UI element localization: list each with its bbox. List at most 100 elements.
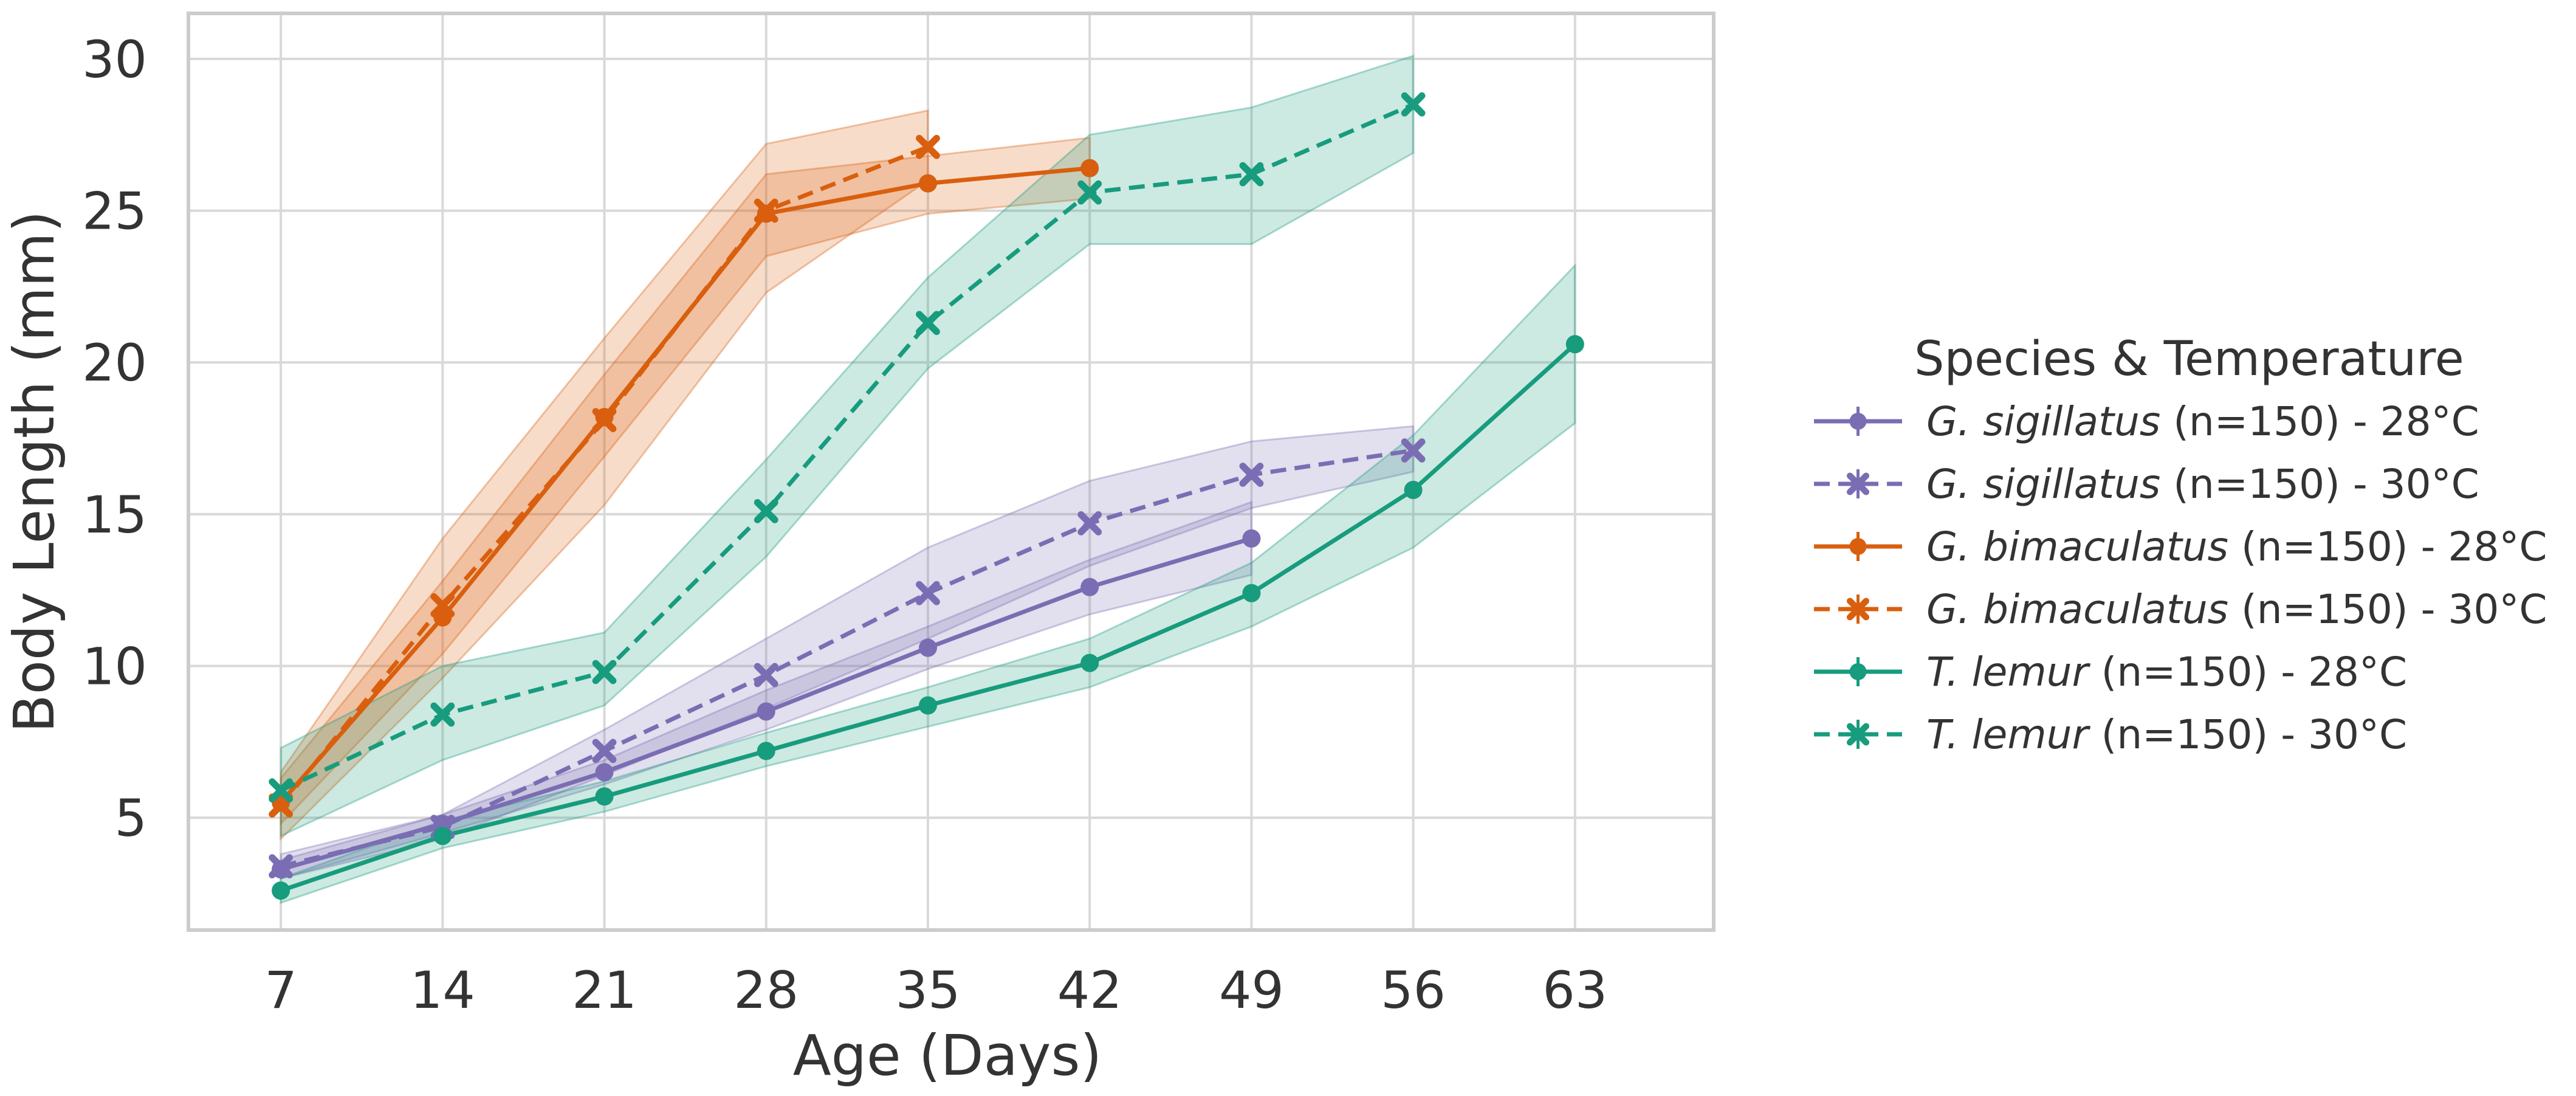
point-t-lemur-30c [592,660,617,684]
legend-marker-t-lemur-30c [1846,723,1870,746]
point-g-sigillatus-30c [592,739,617,763]
band-t-lemur-30c [280,54,1415,838]
point-t-lemur-28c [918,696,937,715]
legend-suffix: (n=150) - 28°C [2228,523,2547,570]
point-g-sigillatus-30c [754,663,778,688]
point-g-sigillatus-28c [757,702,775,721]
x-tick-label: 42 [1057,960,1122,1020]
legend-label-g-sigillatus-28c: G. sigillatus (n=150) - 28°C [1926,398,2479,445]
legend-species: G. sigillatus [1926,461,2160,508]
point-t-lemur-28c [1565,335,1584,354]
point-g-sigillatus-28c [1242,529,1261,548]
legend-marker-g-bimaculatus-28c [1849,538,1867,555]
legend-suffix: (n=150) - 28°C [2089,649,2407,695]
y-tick-label: 10 [82,637,147,697]
legend-suffix: (n=150) - 30°C [2089,711,2407,758]
point-g-bimaculatus-28c [918,174,937,193]
legend-entry-g-sigillatus-30c[interactable]: G. sigillatus (n=150) - 30°C [1814,461,2479,508]
y-tick-label: 25 [82,182,147,241]
band-t-lemur-28c [280,263,1576,905]
point-g-bimaculatus-30c [430,593,455,618]
point-g-sigillatus-30c [916,581,940,605]
legend-species: T. lemur [1926,649,2091,695]
line-g-bimaculatus-30c [279,145,929,807]
legend-species: T. lemur [1926,711,2091,758]
point-g-sigillatus-30c [1077,511,1102,536]
point-g-bimaculatus-30c [592,408,617,432]
point-g-sigillatus-28c [595,763,614,782]
point-t-lemur-28c [272,881,290,900]
point-g-sigillatus-28c [1080,577,1099,596]
legend-label-g-sigillatus-30c: G. sigillatus (n=150) - 30°C [1926,461,2479,508]
point-g-sigillatus-28c [918,638,937,657]
x-tick-label: 56 [1381,960,1446,1020]
legend-entries: G. sigillatus (n=150) - 28°CG. sigillatu… [1814,398,2547,758]
legend-label-t-lemur-30c: T. lemur (n=150) - 30°C [1926,711,2407,758]
legend-suffix: (n=150) - 30°C [2228,586,2547,633]
y-tick-label: 30 [82,30,147,89]
legend-entry-g-bimaculatus-30c[interactable]: G. bimaculatus (n=150) - 30°C [1814,586,2547,633]
point-t-lemur-28c [1242,584,1261,602]
x-axis-label: Age (Days) [793,1023,1102,1088]
x-tick-label: 63 [1542,960,1607,1020]
y-axis-label: Body Length (mm) [2,210,67,732]
line-g-sigillatus-30c [280,448,1414,869]
legend[interactable]: Species & Temperature G. sigillatus (n=1… [1814,332,2547,758]
y-tick-label: 15 [82,485,147,545]
point-g-sigillatus-30c [1239,463,1264,487]
point-t-lemur-30c [1401,92,1426,117]
legend-label-t-lemur-28c: T. lemur (n=150) - 28°C [1926,649,2407,695]
point-g-bimaculatus-30c [916,134,940,159]
legend-entry-g-bimaculatus-28c[interactable]: G. bimaculatus (n=150) - 28°C [1814,523,2547,570]
legend-entry-g-sigillatus-28c[interactable]: G. sigillatus (n=150) - 28°C [1814,398,2479,445]
x-tick-label: 35 [896,960,961,1020]
legend-entry-t-lemur-30c[interactable]: T. lemur (n=150) - 30°C [1814,711,2407,758]
legend-species: G. bimaculatus [1926,586,2228,633]
legend-marker-g-bimaculatus-30c [1846,598,1870,621]
legend-species: G. sigillatus [1926,398,2160,445]
legend-suffix: (n=150) - 30°C [2160,461,2479,508]
point-t-lemur-28c [1404,480,1423,499]
band-g-bimaculatus-28c [280,137,1091,826]
band-g-sigillatus-28c [280,500,1252,880]
x-tick-label: 14 [410,960,475,1020]
point-t-lemur-30c [916,311,940,336]
x-tick-label: 49 [1219,960,1284,1020]
legend-species: G. bimaculatus [1926,523,2228,570]
point-t-lemur-28c [595,787,614,806]
line-t-lemur-30c [280,102,1414,793]
point-t-lemur-30c [1239,162,1264,187]
point-g-sigillatus-30c [269,854,293,879]
point-t-lemur-30c [1077,180,1102,205]
legend-marker-g-sigillatus-30c [1846,472,1870,495]
x-tick-label: 28 [733,960,799,1020]
legend-marker-t-lemur-28c [1849,663,1867,680]
point-g-bimaculatus-28c [1080,159,1099,177]
point-t-lemur-30c [269,778,293,803]
x-tick-label: 21 [572,960,637,1020]
point-t-lemur-28c [433,827,452,846]
confidence-bands [280,54,1576,905]
point-g-sigillatus-30c [1401,438,1426,463]
legend-entry-t-lemur-28c[interactable]: T. lemur (n=150) - 28°C [1814,649,2407,695]
point-g-bimaculatus-30c [754,198,778,223]
band-g-sigillatus-30c [280,425,1415,880]
legend-suffix: (n=150) - 28°C [2160,398,2479,445]
grid-layer [188,13,1714,930]
point-t-lemur-30c [754,499,778,523]
legend-title: Species & Temperature [1914,332,2464,387]
point-t-lemur-28c [757,742,775,760]
legend-marker-g-sigillatus-28c [1849,413,1867,430]
point-t-lemur-30c [430,702,455,727]
legend-label-g-bimaculatus-28c: G. bimaculatus (n=150) - 28°C [1926,523,2547,570]
series-markers [269,92,1584,900]
y-tick-label: 5 [115,788,147,848]
y-tick-label: 20 [82,333,147,393]
point-t-lemur-28c [1080,653,1099,672]
x-tick-label: 7 [264,960,297,1020]
plot-frame [187,12,1716,932]
tick-labels: 7 14 21 28 35 42 49 56 63 5 10 15 20 25 30 [82,30,1607,1020]
legend-label-g-bimaculatus-30c: G. bimaculatus (n=150) - 30°C [1926,586,2547,633]
